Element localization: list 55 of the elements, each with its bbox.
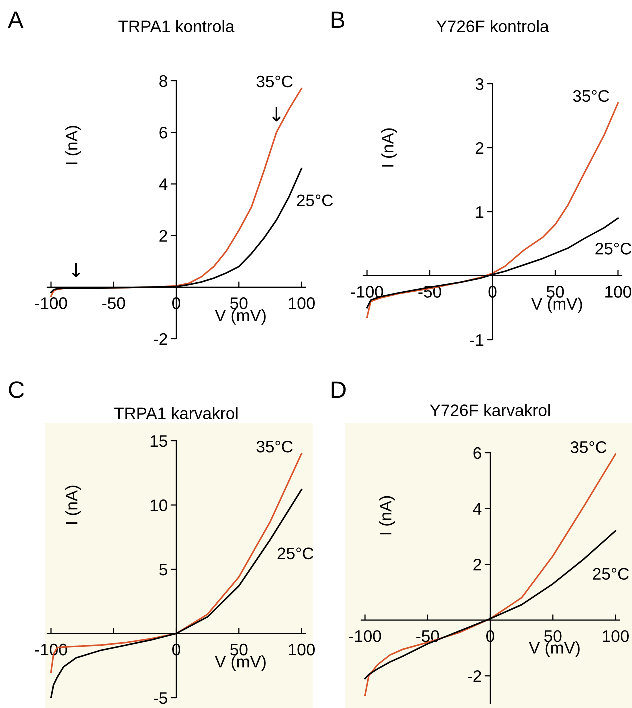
text: B [332, 12, 344, 28]
x-tick-label: 50 [546, 286, 564, 298]
text: D [332, 382, 346, 398]
series-label: 25°C [297, 194, 334, 207]
x-tick-label: 100 [603, 630, 629, 642]
series-label: 25°C [278, 548, 314, 560]
y-tick-label: 15 [150, 436, 168, 448]
y-tick-label: 5 [160, 564, 168, 576]
y-axis-title: I (nA) [66, 126, 82, 164]
chart-title: Y726F kontrola [436, 20, 550, 32]
text: A [8, 12, 24, 28]
y-tick-label: 2 [160, 230, 168, 242]
series-label: 35°C [256, 440, 293, 453]
x-tick-label: 100 [289, 644, 315, 656]
x-tick-label: -100 [351, 286, 384, 298]
x-tick-label: 100 [606, 286, 632, 298]
x-tick-label: 50 [230, 644, 248, 656]
y-tick-label: 10 [150, 500, 168, 512]
y-tick-label: 6 [474, 447, 482, 460]
x-tick-label: 100 [289, 298, 315, 310]
annotation: ↓ [72, 263, 80, 278]
y-tick-label: 4 [159, 178, 168, 190]
series-label: 35°C [256, 76, 293, 88]
chart-title: TRPA1 kontrola [118, 20, 235, 32]
x-tick-label: -100 [349, 630, 382, 642]
y-tick-label: 4 [473, 503, 482, 515]
y-axis-title: I (nA) [382, 128, 398, 167]
x-tick-label: 50 [544, 630, 562, 642]
series-label: 25°C [593, 568, 629, 580]
chart-title: TRPA1 karvakrol [114, 407, 238, 420]
y-tick-label: 3 [476, 78, 484, 90]
y-axis-title: I (nA) [380, 496, 396, 535]
series-label: 35°C [570, 442, 607, 454]
x-axis-title: V (mV) [529, 642, 580, 658]
y-tick-label: 2 [474, 558, 482, 571]
y-tick-label: 8 [160, 75, 168, 88]
y-tick-label: 1 [476, 206, 484, 218]
y-tick-label: -2 [154, 333, 168, 346]
y-tick-label: 6 [160, 127, 168, 139]
text: C [9, 382, 24, 398]
x-tick-label: 50 [230, 298, 248, 310]
annotation: ↓ [272, 107, 281, 122]
y-tick-label: -5 [154, 692, 168, 704]
x-axis-title: V (mV) [215, 309, 266, 325]
y-axis-title: I (nA) [66, 486, 82, 524]
x-axis-title: V (mV) [532, 298, 582, 314]
y-tick-label: 2 [476, 142, 484, 154]
y-tick-label: -2 [468, 670, 482, 682]
x-axis-title: V (mV) [215, 656, 266, 672]
x-tick-label: -100 [35, 298, 68, 310]
series-label: 25°C [596, 243, 632, 255]
x-tick-label: -50 [102, 298, 126, 310]
y-tick-label: -1 [470, 334, 484, 346]
series-label: 35°C [573, 90, 610, 102]
chart-title: Y726F karvakrol [430, 404, 550, 416]
